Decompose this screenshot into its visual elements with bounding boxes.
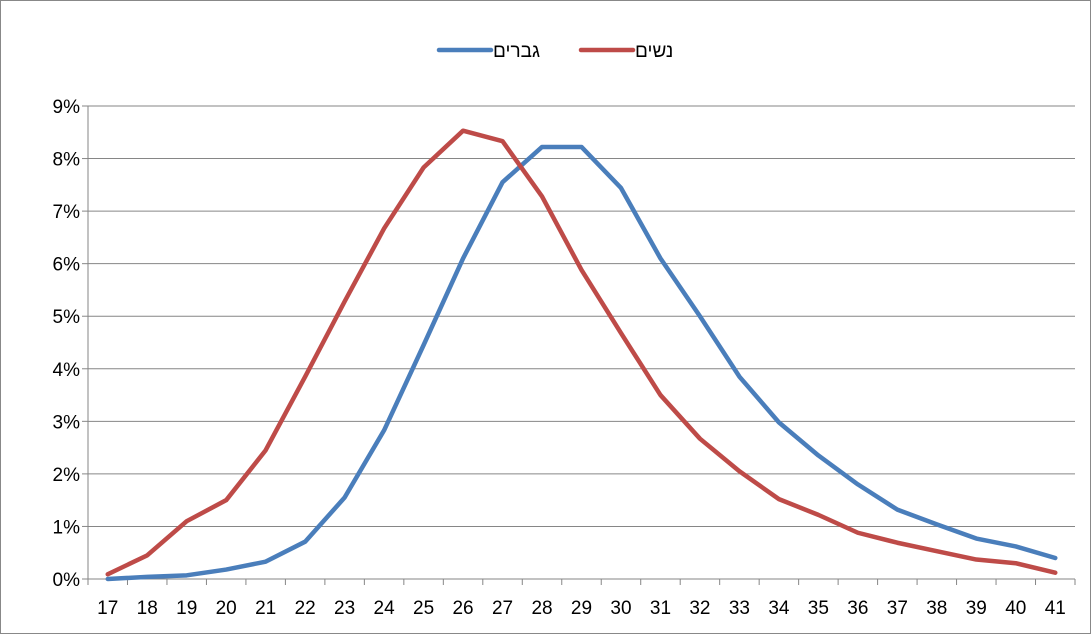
- y-tick-label: 6%: [53, 255, 81, 276]
- series-group: [105, 128, 1058, 582]
- x-tick-label: 18: [137, 598, 158, 619]
- x-tick-label: 22: [295, 598, 316, 619]
- y-tick-label: 1%: [53, 517, 81, 538]
- y-tick-label: 0%: [53, 570, 81, 591]
- y-tick-label: 3%: [53, 412, 81, 433]
- x-tick-label: 34: [768, 598, 790, 619]
- y-axis: 0% 1% 2% 3% 4% 5% 6% 7% 8% 9%: [53, 97, 89, 591]
- y-tick-label: 4%: [53, 360, 81, 381]
- x-tick-label: 35: [808, 598, 829, 619]
- x-tick-label: 21: [255, 598, 276, 619]
- x-tick-label: 19: [176, 598, 197, 619]
- x-tick-label: 37: [887, 598, 908, 619]
- x-tick-label: 17: [97, 598, 118, 619]
- legend-label-0: גברים: [493, 41, 540, 62]
- y-tick-label: 2%: [53, 465, 81, 486]
- x-tick-label: 27: [492, 598, 513, 619]
- x-tick-label: 31: [650, 598, 671, 619]
- series-line-0: [105, 144, 1058, 582]
- x-tick-label: 41: [1045, 598, 1066, 619]
- x-tick-label: 39: [966, 598, 987, 619]
- x-axis: 17 18 19 20 21 22 23 24 25 26 27 28 29 30 31 32 33 34 35 36…: [87, 578, 1076, 619]
- x-tick-label: 23: [334, 598, 355, 619]
- x-tick-label: 30: [610, 598, 631, 619]
- series-line-1: [105, 128, 1058, 577]
- y-tick-label: 5%: [53, 307, 81, 328]
- x-tick-label: 40: [1005, 598, 1026, 619]
- x-tick-label: 29: [571, 598, 592, 619]
- x-tick-label: 25: [413, 598, 434, 619]
- legend: גברים נשים: [436, 41, 673, 62]
- x-tick-label: 20: [216, 598, 237, 619]
- x-tick-label: 32: [689, 598, 710, 619]
- x-tick-label: 33: [729, 598, 750, 619]
- y-tick-label: 7%: [53, 202, 81, 223]
- x-tick-label: 36: [847, 598, 868, 619]
- y-tick-label: 9%: [53, 97, 81, 118]
- x-tick-label: 28: [531, 598, 552, 619]
- x-tick-label: 26: [452, 598, 473, 619]
- x-tick-label: 38: [926, 598, 947, 619]
- legend-label-1: נשים: [635, 41, 673, 62]
- gridlines: [88, 105, 1075, 580]
- y-tick-label: 8%: [53, 150, 81, 171]
- x-tick-label: 24: [374, 598, 396, 619]
